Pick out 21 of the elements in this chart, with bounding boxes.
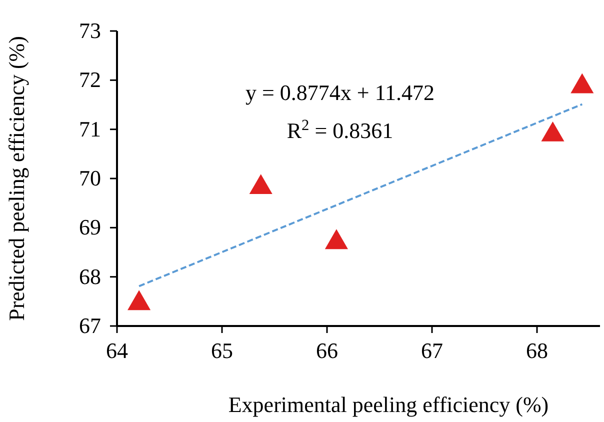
- y-axis-title: Predicted peeling efficiency (%): [4, 36, 29, 321]
- x-tick-label: 66: [316, 338, 338, 363]
- annotation: R$^{2}$ = 0.8361: [286, 116, 394, 143]
- x-tick-label: 65: [211, 338, 233, 363]
- y-tick-label: 67: [79, 313, 101, 338]
- x-tick-label: 68: [526, 338, 548, 363]
- y-tick-label: 68: [79, 264, 101, 289]
- point: [570, 73, 594, 94]
- y-tick-label: 70: [79, 166, 101, 190]
- point: [324, 229, 348, 250]
- point: [249, 174, 272, 194]
- y-tick-label: 73: [79, 18, 101, 43]
- point: [128, 290, 151, 310]
- x-tick-label: 67: [421, 338, 443, 363]
- y-tick-label: 72: [79, 67, 101, 92]
- y-tick-label: 69: [79, 214, 101, 240]
- x-axis-title: Experimental peeling efficiency (%): [228, 392, 549, 417]
- annotation: y = 0.8774x + 11.472: [246, 80, 434, 105]
- x-tick-label: 64: [106, 338, 128, 363]
- point: [541, 121, 564, 142]
- y-tick-label: 71: [79, 116, 101, 142]
